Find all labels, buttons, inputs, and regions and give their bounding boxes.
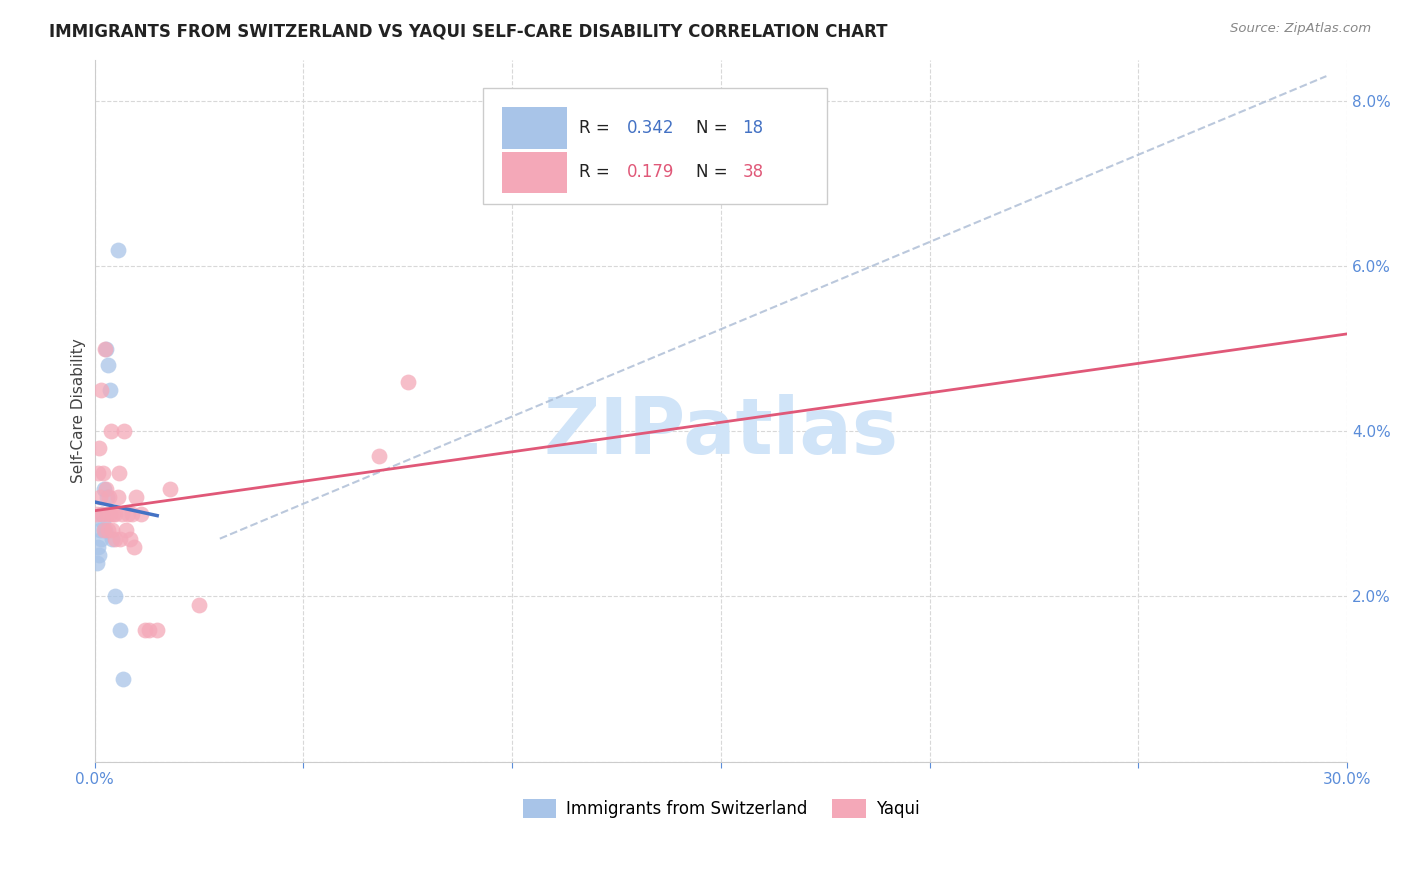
Text: Source: ZipAtlas.com: Source: ZipAtlas.com <box>1230 22 1371 36</box>
Point <box>87 540 110 554</box>
Text: 18: 18 <box>742 119 763 136</box>
Point <box>96 491 118 505</box>
Point <box>107 466 129 480</box>
Text: 0.179: 0.179 <box>627 163 675 181</box>
Point <box>159 482 181 496</box>
Point <box>104 532 127 546</box>
Point <box>94 524 117 538</box>
Legend: Immigrants from Switzerland, Yaqui: Immigrants from Switzerland, Yaqui <box>516 792 927 825</box>
Text: N =: N = <box>696 119 733 136</box>
Point <box>129 507 152 521</box>
Point <box>107 491 129 505</box>
Text: R =: R = <box>579 163 616 181</box>
Text: 0.342: 0.342 <box>627 119 675 136</box>
Point <box>367 449 389 463</box>
Point <box>121 507 143 521</box>
Point <box>86 557 108 571</box>
Y-axis label: Self-Care Disability: Self-Care Disability <box>72 338 86 483</box>
Point <box>89 524 111 538</box>
Text: IMMIGRANTS FROM SWITZERLAND VS YAQUI SELF-CARE DISABILITY CORRELATION CHART: IMMIGRANTS FROM SWITZERLAND VS YAQUI SEL… <box>49 22 887 40</box>
Point <box>94 342 117 356</box>
Point <box>107 243 129 257</box>
FancyBboxPatch shape <box>482 87 827 203</box>
Point <box>115 524 138 538</box>
Point <box>125 491 148 505</box>
Point <box>91 515 114 529</box>
FancyBboxPatch shape <box>502 152 567 193</box>
Point <box>89 491 111 505</box>
Point <box>120 532 142 546</box>
Point <box>117 507 139 521</box>
Point <box>100 383 122 397</box>
Point <box>100 507 122 521</box>
Point <box>111 672 134 686</box>
FancyBboxPatch shape <box>502 107 567 149</box>
Point <box>87 466 110 480</box>
Point <box>188 598 211 612</box>
Point <box>112 424 135 438</box>
Point <box>103 507 125 521</box>
Point <box>138 623 160 637</box>
Point <box>111 507 134 521</box>
Point <box>96 507 118 521</box>
Point <box>96 482 118 496</box>
Point <box>91 507 114 521</box>
Point <box>90 532 112 546</box>
Point <box>101 524 124 538</box>
Text: N =: N = <box>696 163 733 181</box>
Point <box>90 383 112 397</box>
Point <box>87 441 110 455</box>
Point <box>104 507 127 521</box>
Point <box>97 358 120 372</box>
Text: R =: R = <box>579 119 616 136</box>
Point <box>96 342 118 356</box>
Point <box>86 507 108 521</box>
Text: 38: 38 <box>742 163 763 181</box>
Point <box>98 491 121 505</box>
Point <box>91 507 114 521</box>
Point <box>122 540 145 554</box>
Point <box>108 532 131 546</box>
Point <box>108 623 131 637</box>
Point <box>146 623 169 637</box>
Point <box>396 375 419 389</box>
Point <box>104 590 127 604</box>
Point <box>100 424 122 438</box>
Point <box>91 466 114 480</box>
Point <box>101 532 124 546</box>
Point <box>93 524 115 538</box>
Point <box>87 548 110 562</box>
Point <box>134 623 156 637</box>
Text: ZIPatlas: ZIPatlas <box>543 393 898 470</box>
Point <box>93 482 115 496</box>
Point <box>97 524 120 538</box>
